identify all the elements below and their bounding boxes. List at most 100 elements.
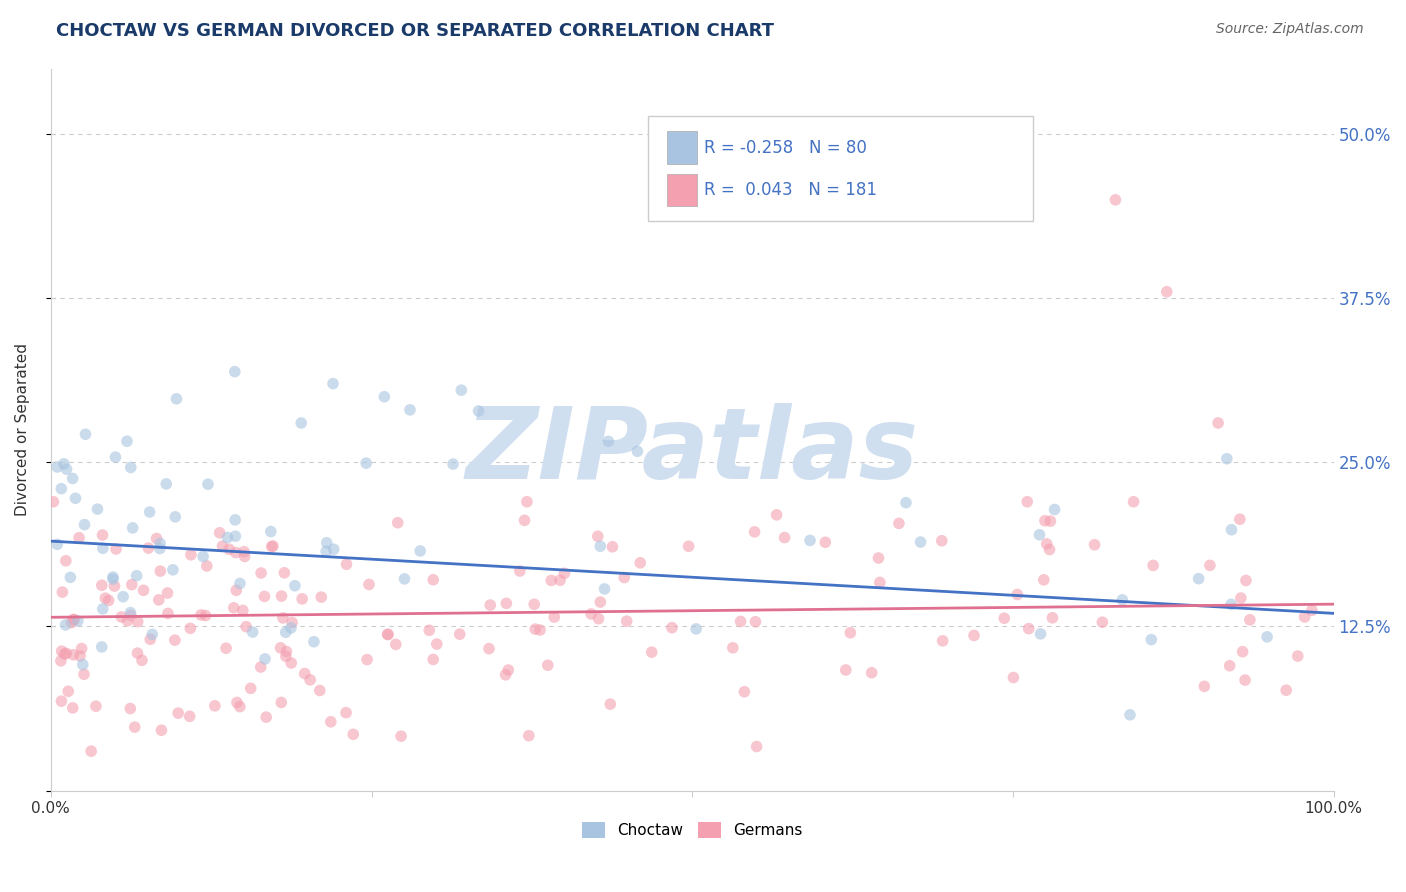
Point xyxy=(86,502,108,516)
Point xyxy=(1039,514,1062,528)
Point xyxy=(931,633,953,648)
Point xyxy=(993,611,1015,625)
Point xyxy=(91,602,114,616)
Point xyxy=(197,477,219,491)
Point xyxy=(62,612,84,626)
Point xyxy=(478,641,501,656)
Point xyxy=(308,683,330,698)
Point xyxy=(225,546,247,560)
Point xyxy=(385,637,408,651)
Text: ZIPatlas: ZIPatlas xyxy=(465,402,918,500)
Point xyxy=(239,681,262,696)
Point xyxy=(120,701,142,715)
Point xyxy=(814,535,837,549)
Point xyxy=(149,536,172,550)
Point xyxy=(194,608,217,623)
Point xyxy=(291,591,314,606)
Point xyxy=(91,541,114,556)
Point xyxy=(195,558,218,573)
Point xyxy=(280,656,302,670)
Point xyxy=(513,513,536,527)
Point xyxy=(121,521,143,535)
Point xyxy=(399,402,422,417)
Point xyxy=(441,457,464,471)
Point xyxy=(235,620,257,634)
Point xyxy=(117,614,139,628)
Point xyxy=(931,533,953,548)
Point xyxy=(163,633,186,648)
Point xyxy=(744,615,766,629)
Point xyxy=(217,531,239,545)
Point xyxy=(1232,645,1254,659)
Point xyxy=(589,595,612,609)
Point xyxy=(422,652,444,666)
Point xyxy=(357,577,380,591)
Point xyxy=(616,614,638,628)
Point xyxy=(450,383,472,397)
Point xyxy=(1275,683,1298,698)
Point xyxy=(294,666,316,681)
Point xyxy=(284,579,307,593)
Point xyxy=(72,657,94,672)
Point xyxy=(167,706,190,720)
Point xyxy=(1206,416,1229,430)
Point xyxy=(276,644,298,658)
Point xyxy=(166,392,188,406)
Point xyxy=(249,660,271,674)
Point xyxy=(73,667,96,681)
Point xyxy=(1083,538,1105,552)
Point xyxy=(208,525,231,540)
Point xyxy=(1234,673,1257,687)
Point xyxy=(270,640,292,655)
Point xyxy=(377,627,399,641)
Point xyxy=(110,610,132,624)
Point xyxy=(1140,632,1163,647)
Point xyxy=(745,739,768,754)
Point xyxy=(335,558,357,572)
Point xyxy=(51,482,73,496)
Y-axis label: Divorced or Separated: Divorced or Separated xyxy=(15,343,30,516)
Point xyxy=(479,598,502,612)
Point xyxy=(426,637,449,651)
Point xyxy=(62,648,84,662)
Point xyxy=(765,508,787,522)
Point xyxy=(218,542,240,557)
Point xyxy=(253,652,276,666)
Point xyxy=(180,548,202,562)
Point xyxy=(517,729,540,743)
Point xyxy=(799,533,821,548)
Point xyxy=(51,644,73,658)
Point xyxy=(1002,671,1025,685)
Point xyxy=(138,541,160,555)
Point xyxy=(894,496,917,510)
Point xyxy=(309,590,332,604)
Point xyxy=(138,505,160,519)
Point xyxy=(280,621,302,635)
Point xyxy=(73,517,96,532)
Point xyxy=(66,614,89,628)
Point xyxy=(141,627,163,641)
Point xyxy=(51,585,73,599)
Point xyxy=(281,615,304,630)
Point xyxy=(105,541,128,556)
Point xyxy=(869,575,891,590)
Point xyxy=(887,516,910,531)
Point xyxy=(224,529,246,543)
Point xyxy=(139,632,162,647)
Point xyxy=(204,698,226,713)
Point xyxy=(835,663,858,677)
Point xyxy=(356,652,378,666)
Point xyxy=(190,607,212,622)
Point xyxy=(1230,591,1253,605)
Point xyxy=(224,513,246,527)
Point xyxy=(224,365,246,379)
Point xyxy=(242,625,264,640)
Point xyxy=(373,390,395,404)
Text: R =  0.043   N = 181: R = 0.043 N = 181 xyxy=(704,181,877,199)
Point xyxy=(299,673,322,687)
Point xyxy=(67,531,90,545)
Point xyxy=(322,542,344,557)
Point xyxy=(1043,502,1066,516)
Point xyxy=(104,450,127,464)
Point xyxy=(229,576,252,591)
